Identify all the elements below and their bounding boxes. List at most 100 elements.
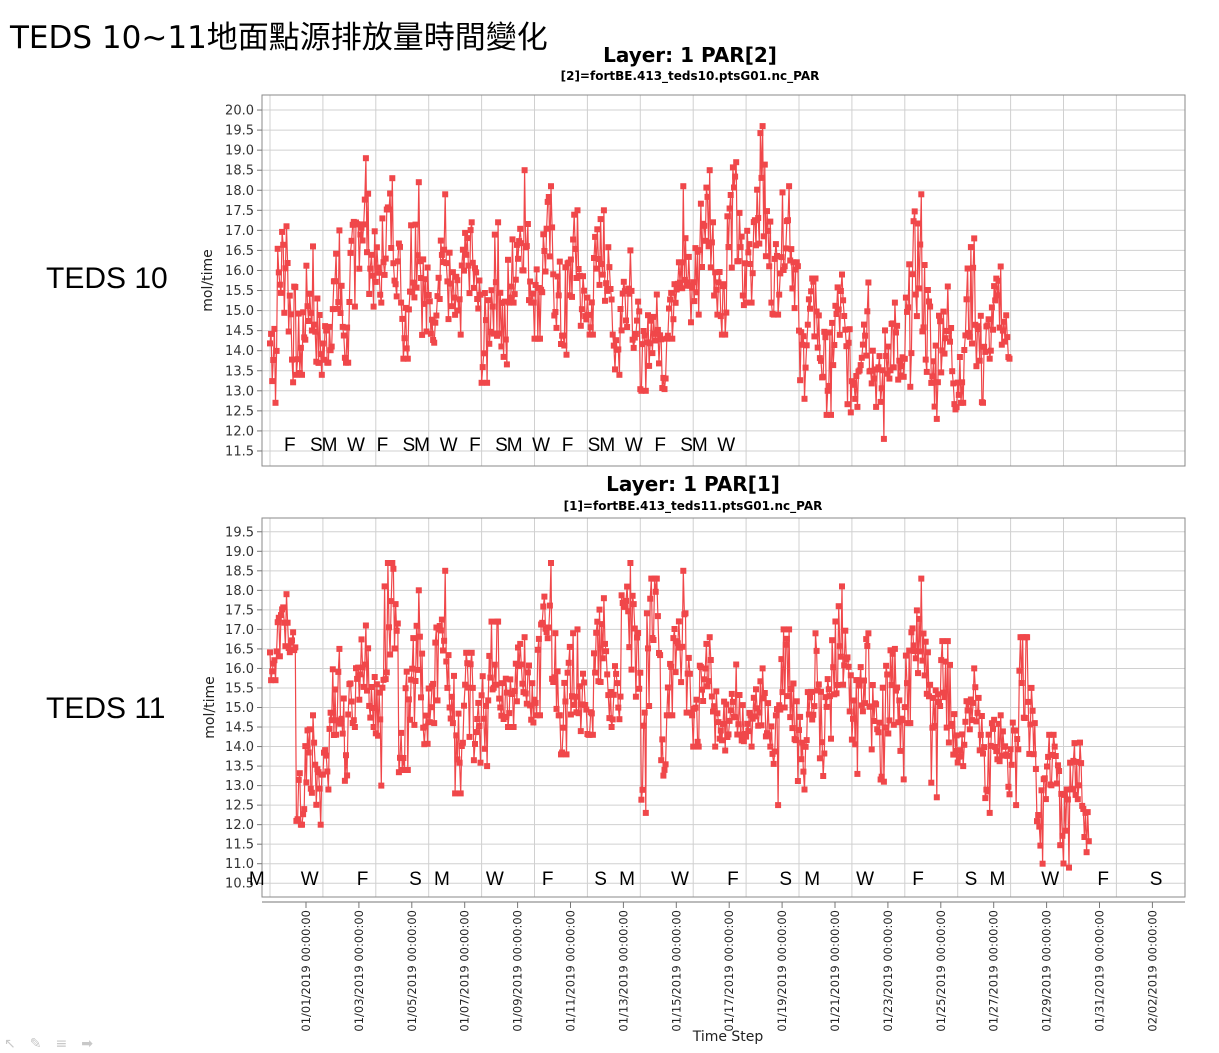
y-tick-label: 12.5 [225,404,254,419]
data-point [572,693,579,700]
data-point [791,305,798,312]
y-tick-label: 20.0 [225,104,254,119]
data-point [541,593,548,600]
data-point [971,235,978,242]
data-point [928,779,935,786]
data-point [635,630,642,636]
data-point [403,345,410,352]
data-point [423,328,430,335]
chart-title: Layer: 1 PAR[2] [603,43,777,67]
data-point [918,575,925,582]
data-point [777,270,784,277]
data-point [695,743,702,750]
data-point [846,326,853,333]
data-point [727,707,734,714]
data-point [367,265,374,272]
data-point [720,721,726,727]
data-point [289,637,295,644]
data-point [956,747,963,754]
data-point [496,695,503,702]
data-point [811,333,818,340]
data-point [868,746,875,753]
data-point [424,264,431,271]
data-point [923,368,930,375]
data-point [889,650,896,657]
data-point [807,694,813,701]
data-point [948,325,955,331]
y-tick-label: 14.0 [225,344,254,359]
data-point [625,608,632,615]
data-point [701,222,708,229]
data-point [591,255,597,261]
data-point [575,266,582,272]
data-point [302,336,309,343]
data-point [530,299,537,306]
data-point [959,379,966,386]
data-point [1004,752,1011,759]
weekday-mark: W [486,869,504,890]
data-point [714,710,721,717]
data-point [381,271,388,278]
data-point [444,278,451,285]
data-point [1006,791,1013,798]
data-point [648,575,655,582]
data-point [975,694,982,701]
weekday-mark: S [594,869,607,890]
data-point [954,759,961,766]
data-point [912,291,919,298]
data-point [825,686,832,693]
data-point [770,311,777,318]
data-point [708,693,715,700]
data-point [839,271,845,278]
data-point [1069,786,1076,793]
data-point [809,275,816,282]
data-point [1008,761,1015,768]
data-point [707,264,714,271]
data-point [950,380,957,387]
data-point [790,259,797,266]
data-point [861,677,867,684]
data-point [781,704,788,711]
menu-icon[interactable]: ≡ [55,1036,82,1052]
data-point [1006,355,1013,362]
data-point [520,267,527,274]
data-point [844,654,851,661]
data-point [339,323,346,330]
data-point [388,598,395,605]
data-point [683,279,690,286]
y-tick-label: 13.0 [225,779,254,794]
slide-nav[interactable]: ↖✎≡➡ [4,1036,107,1052]
data-point [988,720,995,727]
data-point [798,329,805,336]
data-point [467,661,474,668]
data-point [689,712,696,719]
data-point [668,289,675,296]
pen-icon[interactable]: ✎ [29,1036,56,1052]
data-point [785,693,791,700]
data-point [856,367,863,374]
data-point [1074,796,1081,803]
data-point [835,306,842,313]
data-point [543,629,550,635]
data-point [776,291,783,298]
y-tick-label: 15.0 [225,701,254,716]
data-point [790,680,797,687]
data-point [913,313,920,320]
data-point [801,786,808,793]
data-point [479,364,486,371]
data-point [404,767,411,773]
data-point [472,741,478,747]
data-point [652,588,659,595]
data-point [419,331,426,338]
data-point [818,688,824,695]
data-point [498,712,505,719]
data-point [595,256,602,262]
data-point [511,291,518,298]
data-point [1041,775,1048,782]
data-point [906,647,913,654]
data-point [774,706,780,713]
data-point [825,382,832,389]
data-point [561,342,568,349]
next-slide-icon[interactable]: ➡ [81,1036,107,1052]
pointer-icon[interactable]: ↖ [4,1036,30,1052]
